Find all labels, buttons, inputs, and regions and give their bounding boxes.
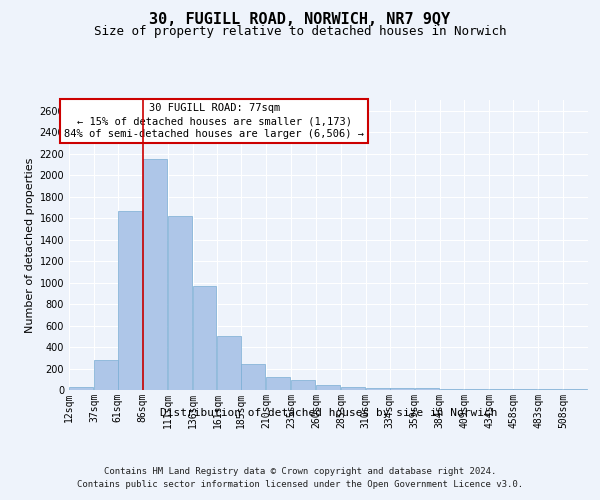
Text: 30, FUGILL ROAD, NORWICH, NR7 9QY: 30, FUGILL ROAD, NORWICH, NR7 9QY [149, 12, 451, 28]
Bar [341, 387, 365, 390]
Bar [415, 388, 439, 390]
Text: Contains public sector information licensed under the Open Government Licence v3: Contains public sector information licen… [77, 480, 523, 489]
Bar [390, 388, 413, 390]
Bar [366, 388, 390, 390]
Bar [464, 389, 488, 390]
Text: 30 FUGILL ROAD: 77sqm
← 15% of detached houses are smaller (1,173)
84% of semi-d: 30 FUGILL ROAD: 77sqm ← 15% of detached … [64, 103, 364, 140]
Bar [490, 389, 513, 390]
Bar [94, 360, 118, 390]
Bar [118, 210, 142, 390]
Text: Contains HM Land Registry data © Crown copyright and database right 2024.: Contains HM Land Registry data © Crown c… [104, 468, 496, 476]
Bar [440, 389, 463, 390]
Text: Size of property relative to detached houses in Norwich: Size of property relative to detached ho… [94, 25, 506, 38]
Bar [193, 286, 217, 390]
Bar [241, 364, 265, 390]
Bar [143, 159, 167, 390]
Bar [266, 377, 290, 390]
Bar [291, 380, 315, 390]
Bar [217, 336, 241, 390]
Bar [69, 388, 93, 390]
Text: Distribution of detached houses by size in Norwich: Distribution of detached houses by size … [160, 408, 497, 418]
Y-axis label: Number of detached properties: Number of detached properties [25, 158, 35, 332]
Bar [316, 384, 340, 390]
Bar [167, 216, 191, 390]
